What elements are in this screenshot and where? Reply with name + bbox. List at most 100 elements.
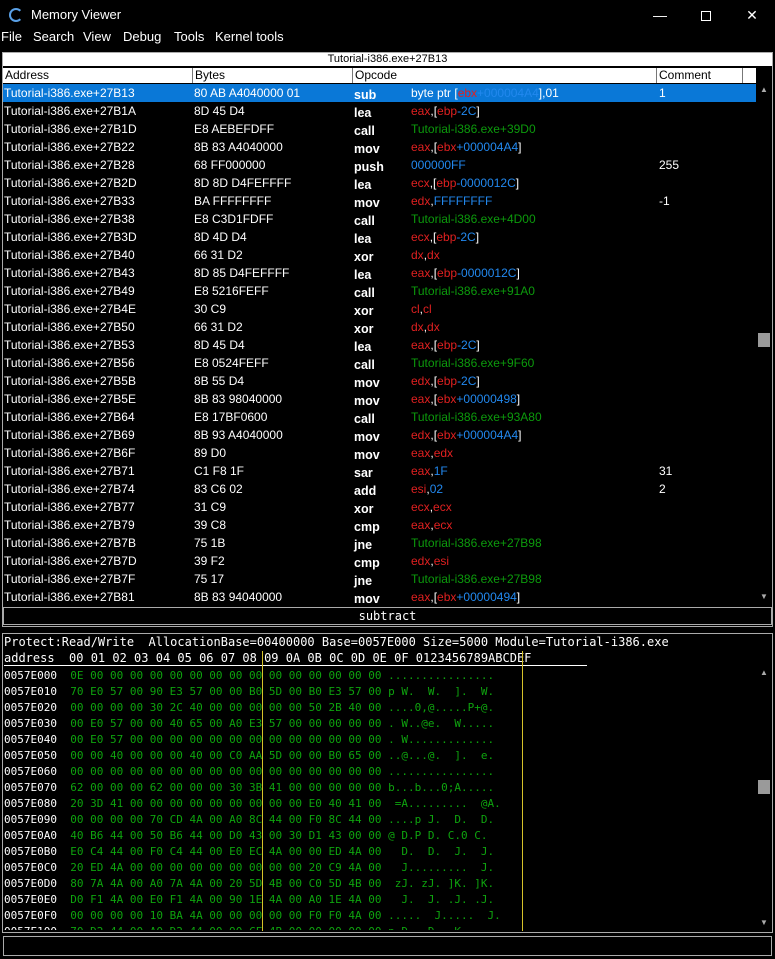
hex-row-ascii[interactable]: . W..@e. W..... [388,717,495,730]
hex-row-bytes[interactable]: 00 00 00 00 70 CD 4A 00 A0 8C 44 00 F0 8… [70,813,382,826]
disassembly-row[interactable]: Tutorial-i386.exe+27B50 66 31 D2 xor dx,dx [3,318,756,336]
disassembly-row[interactable]: Tutorial-i386.exe+27B81 8B 83 94040000 mov… [3,588,756,605]
hex-row[interactable]: 0057E0E0 D0 F1 4A 00 E0 F1 4A 00 90 1E 4… [4,893,494,908]
hex-row-bytes[interactable]: 00 00 00 00 10 BA 4A 00 00 00 00 00 F0 F… [70,909,382,922]
hex-row-bytes[interactable]: 70 D2 44 00 A0 D2 44 00 90 CF 4B 00 00 0… [70,925,381,930]
maximize-button[interactable] [683,0,729,30]
disassembly-row[interactable]: Tutorial-i386.exe+27B79 39 C8 cmp eax,ecx [3,516,756,534]
menu-kernel-tools[interactable]: Kernel tools [215,29,284,44]
hex-row-bytes[interactable]: 20 3D 41 00 00 00 00 00 00 00 00 00 E0 4… [70,797,382,810]
menu-view[interactable]: View [83,29,111,44]
disassembly-row[interactable]: Tutorial-i386.exe+27B56 E8 0524FEFF call Tu… [3,354,756,372]
hex-row-bytes[interactable]: 00 E0 57 00 00 40 65 00 A0 E3 57 00 00 0… [70,717,382,730]
menu-debug[interactable]: Debug [123,29,162,44]
hex-row-ascii[interactable]: J. J. .J. .J. [388,893,495,906]
scroll-up-arrow-icon[interactable]: ▲ [760,85,768,94]
hex-row[interactable]: 0057E070 62 00 00 00 62 00 00 00 30 3B 4… [4,781,494,796]
disassembly-row[interactable]: Tutorial-i386.exe+27B7B 75 1B jne Tutorial-… [3,534,756,552]
hex-row[interactable]: 0057E060 00 00 00 00 00 00 00 00 00 00 0… [4,765,494,780]
hex-row[interactable]: 0057E000 0E 00 00 00 00 00 00 00 00 00 0… [4,669,494,684]
hex-row-bytes[interactable]: 40 B6 44 00 50 B6 44 00 D0 43 00 30 D1 4… [70,829,382,842]
hex-row-bytes[interactable]: 20 ED 4A 00 00 00 00 00 00 00 00 00 20 C… [70,861,382,874]
hex-row-ascii[interactable]: ..... J..... J. [388,909,501,922]
hex-scrollbar[interactable]: ▲ ▼ [756,668,772,930]
disassembly-row[interactable]: Tutorial-i386.exe+27B13 80 AB A4040000 01… [3,84,756,102]
column-header-comment[interactable]: Comment [657,68,743,83]
disassembly-row[interactable]: Tutorial-i386.exe+27B64 E8 17BF0600 call Tu… [3,408,756,426]
disassembly-row[interactable]: Tutorial-i386.exe+27B43 8D 85 D4FEFFFF lea… [3,264,756,282]
hex-row-bytes[interactable]: 00 00 00 00 30 2C 40 00 00 00 00 00 50 2… [70,701,382,714]
disassembly-row[interactable]: Tutorial-i386.exe+27B69 8B 93 A4040000 mov… [3,426,756,444]
scroll-thumb[interactable] [758,333,770,347]
disassembly-row[interactable]: Tutorial-i386.exe+27B33 BA FFFFFFFF mov edx… [3,192,756,210]
hex-row-ascii[interactable]: J......... J. [388,861,495,874]
disassembly-list[interactable]: Tutorial-i386.exe+27B13 80 AB A4040000 01… [3,84,756,605]
hex-row[interactable]: 0057E080 20 3D 41 00 00 00 00 00 00 00 0… [4,797,501,812]
disassembly-row[interactable]: Tutorial-i386.exe+27B77 31 C9 xor ecx,ecx [3,498,756,516]
hex-row-ascii[interactable]: @ D.P D. C.0 C. [388,829,488,842]
hex-row[interactable]: 0057E0B0 E0 C4 44 00 F0 C4 44 00 E0 EC 4… [4,845,494,860]
hex-row[interactable]: 0057E0D0 80 7A 4A 00 A0 7A 4A 00 20 5D 4… [4,877,494,892]
menu-tools[interactable]: Tools [174,29,205,44]
hex-row[interactable]: 0057E0C0 20 ED 4A 00 00 00 00 00 00 00 0… [4,861,494,876]
disassembly-row[interactable]: Tutorial-i386.exe+27B1A 8D 45 D4 lea eax,[e… [3,102,756,120]
scroll-down-arrow-icon[interactable]: ▼ [760,592,768,601]
hex-row-bytes[interactable]: 0E 00 00 00 00 00 00 00 00 00 00 00 00 0… [70,669,382,682]
hex-row-ascii[interactable]: b...b...0;A..... [388,781,495,794]
hex-row-ascii[interactable]: ....0,@.....P+@. [388,701,495,714]
hex-row[interactable]: 0057E040 00 E0 57 00 00 00 00 00 00 00 0… [4,733,494,748]
hex-row-bytes[interactable]: E0 C4 44 00 F0 C4 44 00 E0 EC 4A 00 00 E… [70,845,382,858]
disassembly-row[interactable]: Tutorial-i386.exe+27B38 E8 C3D1FDFF call Tu… [3,210,756,228]
hex-row-bytes[interactable]: 80 7A 4A 00 A0 7A 4A 00 20 5D 4B 00 C0 5… [70,877,382,890]
hex-row-ascii[interactable]: D. D. J. J. [388,845,495,858]
hex-row[interactable]: 0057E0F0 00 00 00 00 10 BA 4A 00 00 00 0… [4,909,501,924]
minimize-button[interactable]: — [653,7,667,23]
disassembly-row[interactable]: Tutorial-i386.exe+27B7D 39 F2 cmp edx,esi [3,552,756,570]
hex-dump[interactable]: 0057E000 0E 00 00 00 00 00 00 00 00 00 0… [3,668,755,930]
menu-file[interactable]: File [1,29,22,44]
disassembly-row[interactable]: Tutorial-i386.exe+27B3D 8D 4D D4 lea ecx,[e… [3,228,756,246]
scroll-up-arrow-icon[interactable]: ▲ [760,668,768,677]
panel-splitter[interactable] [0,628,775,633]
disassembly-row[interactable]: Tutorial-i386.exe+27B5E 8B 83 98040000 mov… [3,390,756,408]
scroll-thumb[interactable] [758,780,770,794]
disassembly-row[interactable]: Tutorial-i386.exe+27B74 83 C6 02 add esi,02… [3,480,756,498]
column-header-bytes[interactable]: Bytes [193,68,353,83]
hex-row-ascii[interactable]: zJ. zJ. ]K. ]K. [388,877,495,890]
disassembly-row[interactable]: Tutorial-i386.exe+27B49 E8 5216FEFF call Tu… [3,282,756,300]
hex-row-bytes[interactable]: D0 F1 4A 00 E0 F1 4A 00 90 1E 4A 00 A0 1… [70,893,382,906]
hex-row[interactable]: 0057E010 70 E0 57 00 90 E3 57 00 00 B0 5… [4,685,494,700]
hex-row-ascii[interactable]: ....p J. D. D. [388,813,495,826]
column-header-opcode[interactable]: Opcode [353,68,657,83]
column-header-address[interactable]: Address [3,68,193,83]
hex-row-ascii[interactable]: ................ [388,669,495,682]
hex-row-ascii[interactable]: =A......... @A. [388,797,501,810]
disassembly-row[interactable]: Tutorial-i386.exe+27B53 8D 45 D4 lea eax,[e… [3,336,756,354]
hex-row-bytes[interactable]: 00 00 40 00 00 00 40 00 C0 AA 5D 00 00 B… [70,749,382,762]
hex-row[interactable]: 0057E100 70 D2 44 00 A0 D2 44 00 90 CF 4… [4,925,494,930]
disassembly-row[interactable]: Tutorial-i386.exe+27B6F 89 D0 mov eax,edx [3,444,756,462]
hex-row-bytes[interactable]: 62 00 00 00 62 00 00 00 30 3B 41 00 00 0… [70,781,382,794]
disassembly-row[interactable]: Tutorial-i386.exe+27B28 68 FF000000 push 00… [3,156,756,174]
hex-row-bytes[interactable]: 00 E0 57 00 00 00 00 00 00 00 00 00 00 0… [70,733,382,746]
disassembly-row[interactable]: Tutorial-i386.exe+27B4E 30 C9 xor cl,cl [3,300,756,318]
hex-row-ascii[interactable]: . W............. [388,733,495,746]
hex-row[interactable]: 0057E050 00 00 40 00 00 00 40 00 C0 AA 5… [4,749,494,764]
hex-row-bytes[interactable]: 70 E0 57 00 90 E3 57 00 00 B0 5D 00 B0 E… [70,685,382,698]
hex-row-ascii[interactable]: ..@...@. ]. e. [388,749,495,762]
disassembly-row[interactable]: Tutorial-i386.exe+27B2D 8D 8D D4FEFFFF lea… [3,174,756,192]
hex-row[interactable]: 0057E030 00 E0 57 00 00 40 65 00 A0 E3 5… [4,717,494,732]
hex-row[interactable]: 0057E090 00 00 00 00 70 CD 4A 00 A0 8C 4… [4,813,494,828]
menu-search[interactable]: Search [33,29,75,44]
hex-row-ascii[interactable]: p W. W. ]. W. [388,685,495,698]
disassembly-row[interactable]: Tutorial-i386.exe+27B40 66 31 D2 xor dx,dx [3,246,756,264]
disassembly-row[interactable]: Tutorial-i386.exe+27B5B 8B 55 D4 mov edx,[e… [3,372,756,390]
disassembler-address-header[interactable]: Tutorial-i386.exe+27B13 [3,53,772,66]
disassembly-scrollbar[interactable]: ▲ ▼ [756,84,772,605]
hex-row-ascii[interactable]: ................ [388,765,495,778]
disassembly-row[interactable]: Tutorial-i386.exe+27B7F 75 17 jne Tutorial-… [3,570,756,588]
hex-row-bytes[interactable]: 00 00 00 00 00 00 00 00 00 00 00 00 00 0… [70,765,382,778]
scroll-down-arrow-icon[interactable]: ▼ [760,918,768,927]
disassembly-row[interactable]: Tutorial-i386.exe+27B71 C1 F8 1F sar eax,1F… [3,462,756,480]
close-button[interactable]: ✕ [746,7,758,23]
